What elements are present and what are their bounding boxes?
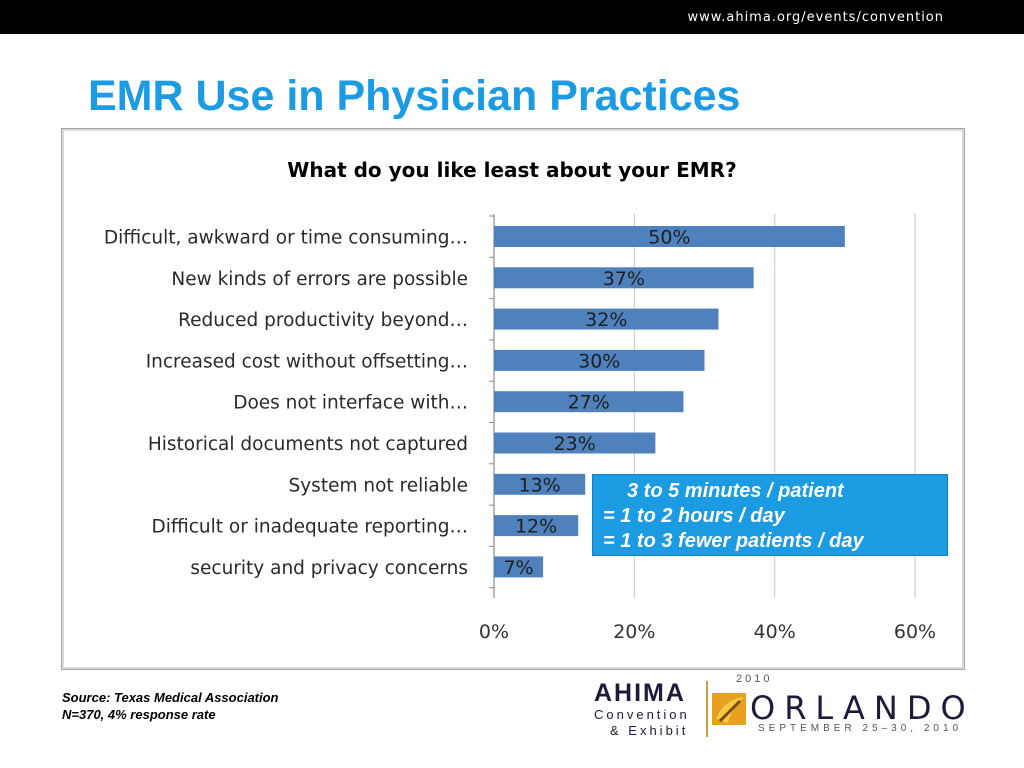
category-label: Does not interface with…: [233, 393, 468, 414]
bar-data-label: 7%: [503, 557, 533, 579]
time-cost-callout: 3 to 5 minutes / patient = 1 to 2 hours …: [592, 474, 948, 556]
logo-org: AHIMA: [594, 679, 686, 707]
sample-line: N=370, 4% response rate: [62, 707, 216, 722]
logo-divider: [706, 681, 708, 737]
callout-line-3: = 1 to 3 fewer patients / day: [603, 530, 864, 552]
bar: [494, 556, 544, 578]
bar-data-label: 27%: [568, 392, 610, 414]
bar: [494, 226, 845, 247]
sun-emblem-icon: [712, 693, 746, 725]
bar-data-label: 30%: [578, 350, 620, 372]
category-label: Increased cost without offsetting…: [146, 351, 468, 372]
logo-line-1: Convention: [594, 707, 690, 722]
website-url: www.ahima.org/events/convention: [687, 10, 944, 25]
bar-data-label: 32%: [585, 309, 627, 331]
bar: [494, 267, 754, 289]
bar: [494, 349, 705, 371]
logo-city: ORLANDO: [750, 689, 975, 727]
x-tick-label: 20%: [613, 621, 655, 643]
category-label: Difficult or inadequate reporting…: [151, 517, 468, 538]
bar-data-label: 23%: [554, 433, 596, 455]
callout-line-2: = 1 to 2 hours / day: [603, 505, 785, 527]
callout-line-1: 3 to 5 minutes / patient: [627, 480, 844, 502]
bar: [494, 515, 579, 537]
source-line: Source: Texas Medical Association: [62, 690, 279, 705]
bar: [494, 391, 684, 413]
bar: [494, 432, 656, 454]
category-label: Historical documents not captured: [148, 434, 468, 455]
bar-data-label: 13%: [518, 474, 560, 496]
chart-title: What do you like least about your EMR?: [287, 158, 736, 182]
source-note: Source: Texas Medical Association N=370,…: [62, 689, 279, 723]
category-label: Difficult, awkward or time consuming…: [104, 228, 468, 249]
logo-line-2: & Exhibit: [610, 723, 689, 738]
bar-data-label: 50%: [648, 227, 690, 249]
x-tick-label: 60%: [894, 621, 936, 643]
category-label: New kinds of errors are possible: [171, 269, 468, 290]
ahima-orlando-logo: AHIMA Convention & Exhibit 2010 ORLANDO …: [590, 673, 970, 743]
bars: 50%37% 32% 30% 27% 23% 13% 12% 7%: [494, 226, 845, 579]
logo-year: 2010: [736, 673, 773, 685]
category-label: Reduced productivity beyond…: [178, 310, 468, 331]
logo-dates: SEPTEMBER 25–30, 2010: [758, 723, 963, 734]
bar: [494, 308, 719, 330]
slide-title: EMR Use in Physician Practices: [88, 72, 741, 120]
category-label: security and privacy concerns: [190, 558, 468, 579]
top-bar: www.ahima.org/events/convention: [0, 0, 1024, 34]
x-tick-label: 40%: [754, 621, 796, 643]
x-axis-ticks: 0% 20% 40% 60%: [479, 621, 936, 643]
category-label: System not reliable: [288, 475, 468, 496]
bar-data-label: 12%: [515, 516, 557, 538]
bar-data-label: 37%: [603, 268, 645, 290]
x-tick-label: 0%: [479, 621, 509, 643]
bar: [494, 473, 586, 495]
category-labels: Difficult, awkward or time consuming… New…: [104, 228, 468, 579]
